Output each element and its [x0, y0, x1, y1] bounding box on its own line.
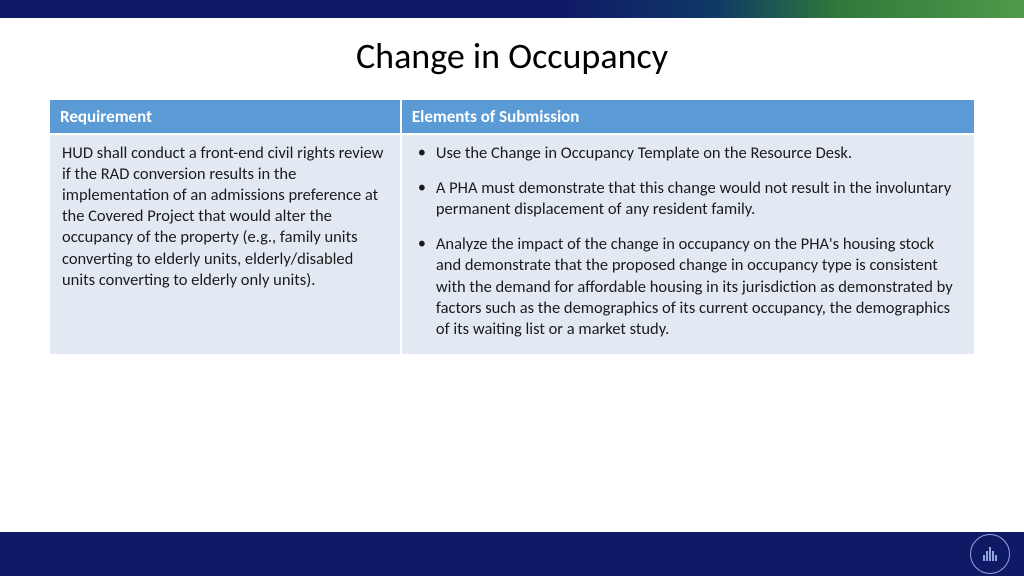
- table-row: HUD shall conduct a front-end civil righ…: [49, 134, 975, 355]
- bottom-bar: [0, 532, 1024, 576]
- header-elements: Elements of Submission: [401, 99, 975, 134]
- slide-content: Change in Occupancy Requirement Elements…: [0, 18, 1024, 532]
- slide: Change in Occupancy Requirement Elements…: [0, 0, 1024, 576]
- list-item: Analyze the impact of the change in occu…: [414, 234, 962, 340]
- hud-seal-icon: [970, 534, 1010, 574]
- list-item: A PHA must demonstrate that this change …: [414, 178, 962, 220]
- requirements-table: Requirement Elements of Submission HUD s…: [48, 98, 976, 356]
- top-decorative-bar: [0, 0, 1024, 18]
- elements-list: Use the Change in Occupancy Template on …: [414, 143, 962, 340]
- list-item: Use the Change in Occupancy Template on …: [414, 143, 962, 164]
- page-title: Change in Occupancy: [48, 34, 976, 78]
- cell-elements: Use the Change in Occupancy Template on …: [401, 134, 975, 355]
- cell-requirement: HUD shall conduct a front-end civil righ…: [49, 134, 401, 355]
- table-header-row: Requirement Elements of Submission: [49, 99, 975, 134]
- header-requirement: Requirement: [49, 99, 401, 134]
